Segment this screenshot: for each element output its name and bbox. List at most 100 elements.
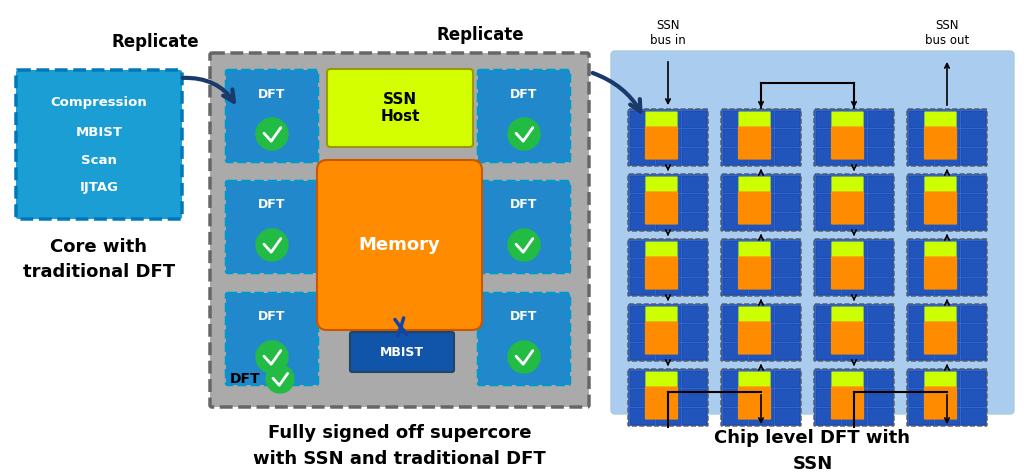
Text: MBIST: MBIST <box>76 126 123 138</box>
Bar <box>935 213 959 229</box>
Bar <box>961 111 985 128</box>
Bar <box>935 278 959 294</box>
FancyBboxPatch shape <box>814 304 894 361</box>
Bar <box>935 148 959 164</box>
Bar <box>775 213 799 229</box>
Bar <box>749 176 773 192</box>
FancyBboxPatch shape <box>478 293 570 385</box>
Bar <box>682 389 706 406</box>
FancyBboxPatch shape <box>814 109 894 166</box>
FancyBboxPatch shape <box>317 160 482 330</box>
FancyBboxPatch shape <box>645 372 678 388</box>
Bar <box>868 278 892 294</box>
FancyBboxPatch shape <box>738 241 771 258</box>
Bar <box>630 194 654 210</box>
Bar <box>723 278 746 294</box>
Bar <box>749 371 773 387</box>
Bar <box>723 148 746 164</box>
FancyBboxPatch shape <box>738 256 771 290</box>
Bar <box>775 371 799 387</box>
Bar <box>775 148 799 164</box>
Bar <box>656 408 680 424</box>
FancyBboxPatch shape <box>628 369 708 426</box>
FancyBboxPatch shape <box>16 70 182 219</box>
Bar <box>868 343 892 359</box>
Text: DFT: DFT <box>510 88 538 100</box>
FancyBboxPatch shape <box>907 239 987 296</box>
Bar <box>935 371 959 387</box>
FancyBboxPatch shape <box>628 174 708 231</box>
FancyBboxPatch shape <box>925 176 956 193</box>
Bar <box>935 194 959 210</box>
Bar <box>842 241 866 257</box>
Bar <box>775 241 799 257</box>
Bar <box>656 306 680 322</box>
Bar <box>842 371 866 387</box>
Bar <box>656 389 680 406</box>
Bar <box>909 176 933 192</box>
Bar <box>909 129 933 146</box>
FancyBboxPatch shape <box>721 239 801 296</box>
Bar <box>816 176 840 192</box>
FancyBboxPatch shape <box>611 51 1014 414</box>
Bar <box>935 259 959 276</box>
FancyBboxPatch shape <box>830 386 864 419</box>
Bar <box>868 259 892 276</box>
Circle shape <box>266 365 294 393</box>
FancyBboxPatch shape <box>925 307 956 323</box>
Bar <box>935 176 959 192</box>
Bar <box>682 176 706 192</box>
Bar <box>775 389 799 406</box>
Bar <box>935 306 959 322</box>
Bar <box>842 343 866 359</box>
Bar <box>630 371 654 387</box>
Bar <box>630 213 654 229</box>
FancyBboxPatch shape <box>738 127 771 160</box>
Bar <box>909 259 933 276</box>
FancyBboxPatch shape <box>924 191 957 225</box>
Bar <box>749 278 773 294</box>
Bar <box>909 408 933 424</box>
Bar <box>775 129 799 146</box>
Bar <box>816 324 840 341</box>
Bar <box>630 148 654 164</box>
Bar <box>909 389 933 406</box>
Bar <box>868 241 892 257</box>
FancyBboxPatch shape <box>350 332 454 372</box>
Bar <box>909 278 933 294</box>
Bar <box>909 241 933 257</box>
Bar <box>935 389 959 406</box>
Text: SSN: SSN <box>793 455 833 473</box>
Bar <box>775 324 799 341</box>
Circle shape <box>508 118 540 150</box>
Bar <box>935 111 959 128</box>
Bar <box>630 343 654 359</box>
Text: Core with: Core with <box>50 238 147 256</box>
Bar <box>682 241 706 257</box>
Text: IJTAG: IJTAG <box>80 182 119 194</box>
Bar <box>816 148 840 164</box>
Bar <box>723 176 746 192</box>
Bar <box>723 371 746 387</box>
FancyBboxPatch shape <box>738 386 771 419</box>
FancyBboxPatch shape <box>645 191 678 225</box>
Bar <box>749 306 773 322</box>
FancyBboxPatch shape <box>645 127 678 160</box>
FancyBboxPatch shape <box>721 369 801 426</box>
FancyBboxPatch shape <box>226 293 318 385</box>
Bar <box>749 324 773 341</box>
Bar <box>775 343 799 359</box>
Bar <box>961 213 985 229</box>
Bar <box>723 194 746 210</box>
Bar <box>961 306 985 322</box>
Bar <box>656 371 680 387</box>
Bar <box>749 259 773 276</box>
Bar <box>842 408 866 424</box>
FancyBboxPatch shape <box>924 256 957 290</box>
FancyBboxPatch shape <box>645 321 678 355</box>
Circle shape <box>508 341 540 373</box>
Bar <box>868 371 892 387</box>
Bar <box>935 241 959 257</box>
Bar <box>868 194 892 210</box>
Bar <box>775 194 799 210</box>
